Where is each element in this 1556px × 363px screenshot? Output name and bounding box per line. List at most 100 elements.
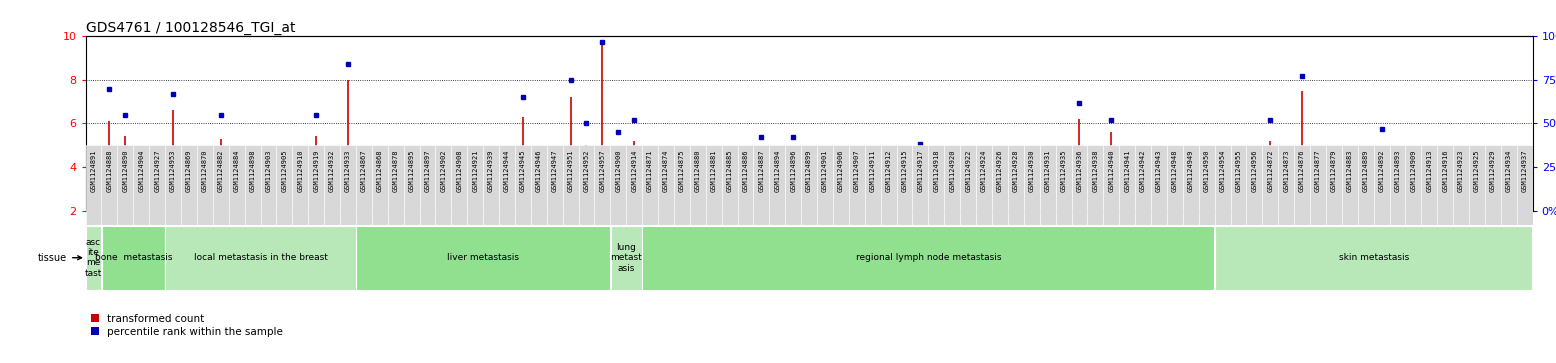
FancyBboxPatch shape bbox=[1215, 145, 1231, 225]
Text: GSM1124951: GSM1124951 bbox=[568, 149, 574, 192]
FancyBboxPatch shape bbox=[706, 145, 722, 225]
Text: GSM1124936: GSM1124936 bbox=[1077, 149, 1083, 192]
Text: asc
ite
me
tast: asc ite me tast bbox=[86, 238, 103, 278]
FancyBboxPatch shape bbox=[101, 226, 165, 290]
FancyBboxPatch shape bbox=[467, 145, 482, 225]
FancyBboxPatch shape bbox=[658, 145, 674, 225]
FancyBboxPatch shape bbox=[277, 145, 293, 225]
FancyBboxPatch shape bbox=[1008, 145, 1024, 225]
FancyBboxPatch shape bbox=[1341, 145, 1358, 225]
FancyBboxPatch shape bbox=[722, 145, 738, 225]
FancyBboxPatch shape bbox=[101, 145, 117, 225]
Text: GSM1124900: GSM1124900 bbox=[615, 149, 621, 192]
FancyBboxPatch shape bbox=[1469, 145, 1484, 225]
FancyBboxPatch shape bbox=[341, 145, 356, 225]
FancyBboxPatch shape bbox=[308, 145, 324, 225]
FancyBboxPatch shape bbox=[993, 145, 1008, 225]
Text: GSM1124896: GSM1124896 bbox=[790, 149, 797, 192]
Text: GSM1124879: GSM1124879 bbox=[1330, 149, 1337, 192]
FancyBboxPatch shape bbox=[786, 145, 801, 225]
FancyBboxPatch shape bbox=[753, 145, 769, 225]
Text: GSM1124934: GSM1124934 bbox=[1506, 149, 1512, 192]
FancyBboxPatch shape bbox=[960, 145, 976, 225]
Text: GSM1124906: GSM1124906 bbox=[839, 149, 843, 192]
FancyBboxPatch shape bbox=[817, 145, 832, 225]
Text: GSM1124950: GSM1124950 bbox=[1204, 149, 1209, 192]
Text: GSM1124929: GSM1124929 bbox=[1491, 149, 1495, 192]
Text: GSM1124905: GSM1124905 bbox=[282, 149, 288, 192]
FancyBboxPatch shape bbox=[912, 145, 929, 225]
FancyBboxPatch shape bbox=[244, 145, 260, 225]
Text: GSM1124889: GSM1124889 bbox=[1363, 149, 1369, 192]
Text: GSM1124920: GSM1124920 bbox=[949, 149, 955, 192]
Text: GSM1124953: GSM1124953 bbox=[170, 149, 176, 192]
FancyBboxPatch shape bbox=[594, 145, 610, 225]
Text: GSM1124909: GSM1124909 bbox=[1410, 149, 1416, 192]
FancyBboxPatch shape bbox=[1072, 145, 1088, 225]
Text: GSM1124893: GSM1124893 bbox=[1394, 149, 1400, 192]
FancyBboxPatch shape bbox=[610, 145, 626, 225]
FancyBboxPatch shape bbox=[1231, 145, 1246, 225]
Text: GSM1124957: GSM1124957 bbox=[599, 149, 605, 192]
FancyBboxPatch shape bbox=[372, 145, 387, 225]
FancyBboxPatch shape bbox=[356, 145, 372, 225]
Text: GSM1124918: GSM1124918 bbox=[934, 149, 940, 192]
FancyBboxPatch shape bbox=[198, 145, 213, 225]
Text: GSM1124881: GSM1124881 bbox=[711, 149, 717, 192]
Text: GSM1124922: GSM1124922 bbox=[965, 149, 971, 192]
FancyBboxPatch shape bbox=[881, 145, 896, 225]
Text: GSM1124887: GSM1124887 bbox=[758, 149, 764, 192]
Text: local metastasis in the breast: local metastasis in the breast bbox=[193, 253, 327, 262]
Text: GSM1124946: GSM1124946 bbox=[535, 149, 541, 192]
FancyBboxPatch shape bbox=[260, 145, 277, 225]
Text: GSM1124891: GSM1124891 bbox=[90, 149, 96, 192]
FancyBboxPatch shape bbox=[643, 226, 1214, 290]
Text: GSM1124917: GSM1124917 bbox=[918, 149, 923, 192]
Legend: transformed count, percentile rank within the sample: transformed count, percentile rank withi… bbox=[90, 314, 283, 337]
Text: GDS4761 / 100128546_TGI_at: GDS4761 / 100128546_TGI_at bbox=[86, 21, 296, 35]
Text: GSM1124902: GSM1124902 bbox=[440, 149, 447, 192]
Text: GSM1124886: GSM1124886 bbox=[742, 149, 748, 192]
FancyBboxPatch shape bbox=[976, 145, 993, 225]
FancyBboxPatch shape bbox=[1103, 145, 1119, 225]
Text: GSM1124915: GSM1124915 bbox=[901, 149, 907, 192]
FancyBboxPatch shape bbox=[1246, 145, 1262, 225]
FancyBboxPatch shape bbox=[1310, 145, 1326, 225]
FancyBboxPatch shape bbox=[769, 145, 786, 225]
FancyBboxPatch shape bbox=[738, 145, 753, 225]
Text: GSM1124897: GSM1124897 bbox=[425, 149, 431, 192]
FancyBboxPatch shape bbox=[403, 145, 420, 225]
Text: GSM1124955: GSM1124955 bbox=[1235, 149, 1242, 192]
Text: GSM1124911: GSM1124911 bbox=[870, 149, 876, 192]
FancyBboxPatch shape bbox=[1151, 145, 1167, 225]
FancyBboxPatch shape bbox=[1039, 145, 1055, 225]
Text: GSM1124888: GSM1124888 bbox=[106, 149, 112, 192]
Text: GSM1124868: GSM1124868 bbox=[377, 149, 383, 192]
Text: GSM1124908: GSM1124908 bbox=[456, 149, 462, 192]
Text: bone  metastasis: bone metastasis bbox=[95, 253, 173, 262]
FancyBboxPatch shape bbox=[86, 226, 101, 290]
Text: GSM1124892: GSM1124892 bbox=[1379, 149, 1385, 192]
FancyBboxPatch shape bbox=[531, 145, 546, 225]
Text: GSM1124882: GSM1124882 bbox=[218, 149, 224, 192]
FancyBboxPatch shape bbox=[499, 145, 515, 225]
FancyBboxPatch shape bbox=[1167, 145, 1183, 225]
Text: GSM1124880: GSM1124880 bbox=[696, 149, 700, 192]
Text: GSM1124930: GSM1124930 bbox=[1029, 149, 1035, 192]
FancyBboxPatch shape bbox=[293, 145, 308, 225]
FancyBboxPatch shape bbox=[865, 145, 881, 225]
Text: GSM1124954: GSM1124954 bbox=[1220, 149, 1226, 192]
Text: liver metastasis: liver metastasis bbox=[447, 253, 520, 262]
FancyBboxPatch shape bbox=[1438, 145, 1453, 225]
Text: GSM1124938: GSM1124938 bbox=[1092, 149, 1099, 192]
Text: GSM1124952: GSM1124952 bbox=[584, 149, 590, 192]
FancyBboxPatch shape bbox=[944, 145, 960, 225]
FancyBboxPatch shape bbox=[86, 145, 101, 225]
Text: GSM1124927: GSM1124927 bbox=[154, 149, 160, 192]
Text: GSM1124876: GSM1124876 bbox=[1299, 149, 1305, 192]
FancyBboxPatch shape bbox=[356, 226, 610, 290]
FancyBboxPatch shape bbox=[689, 145, 706, 225]
Text: skin metastasis: skin metastasis bbox=[1338, 253, 1408, 262]
Text: GSM1124872: GSM1124872 bbox=[1267, 149, 1273, 192]
FancyBboxPatch shape bbox=[1024, 145, 1039, 225]
